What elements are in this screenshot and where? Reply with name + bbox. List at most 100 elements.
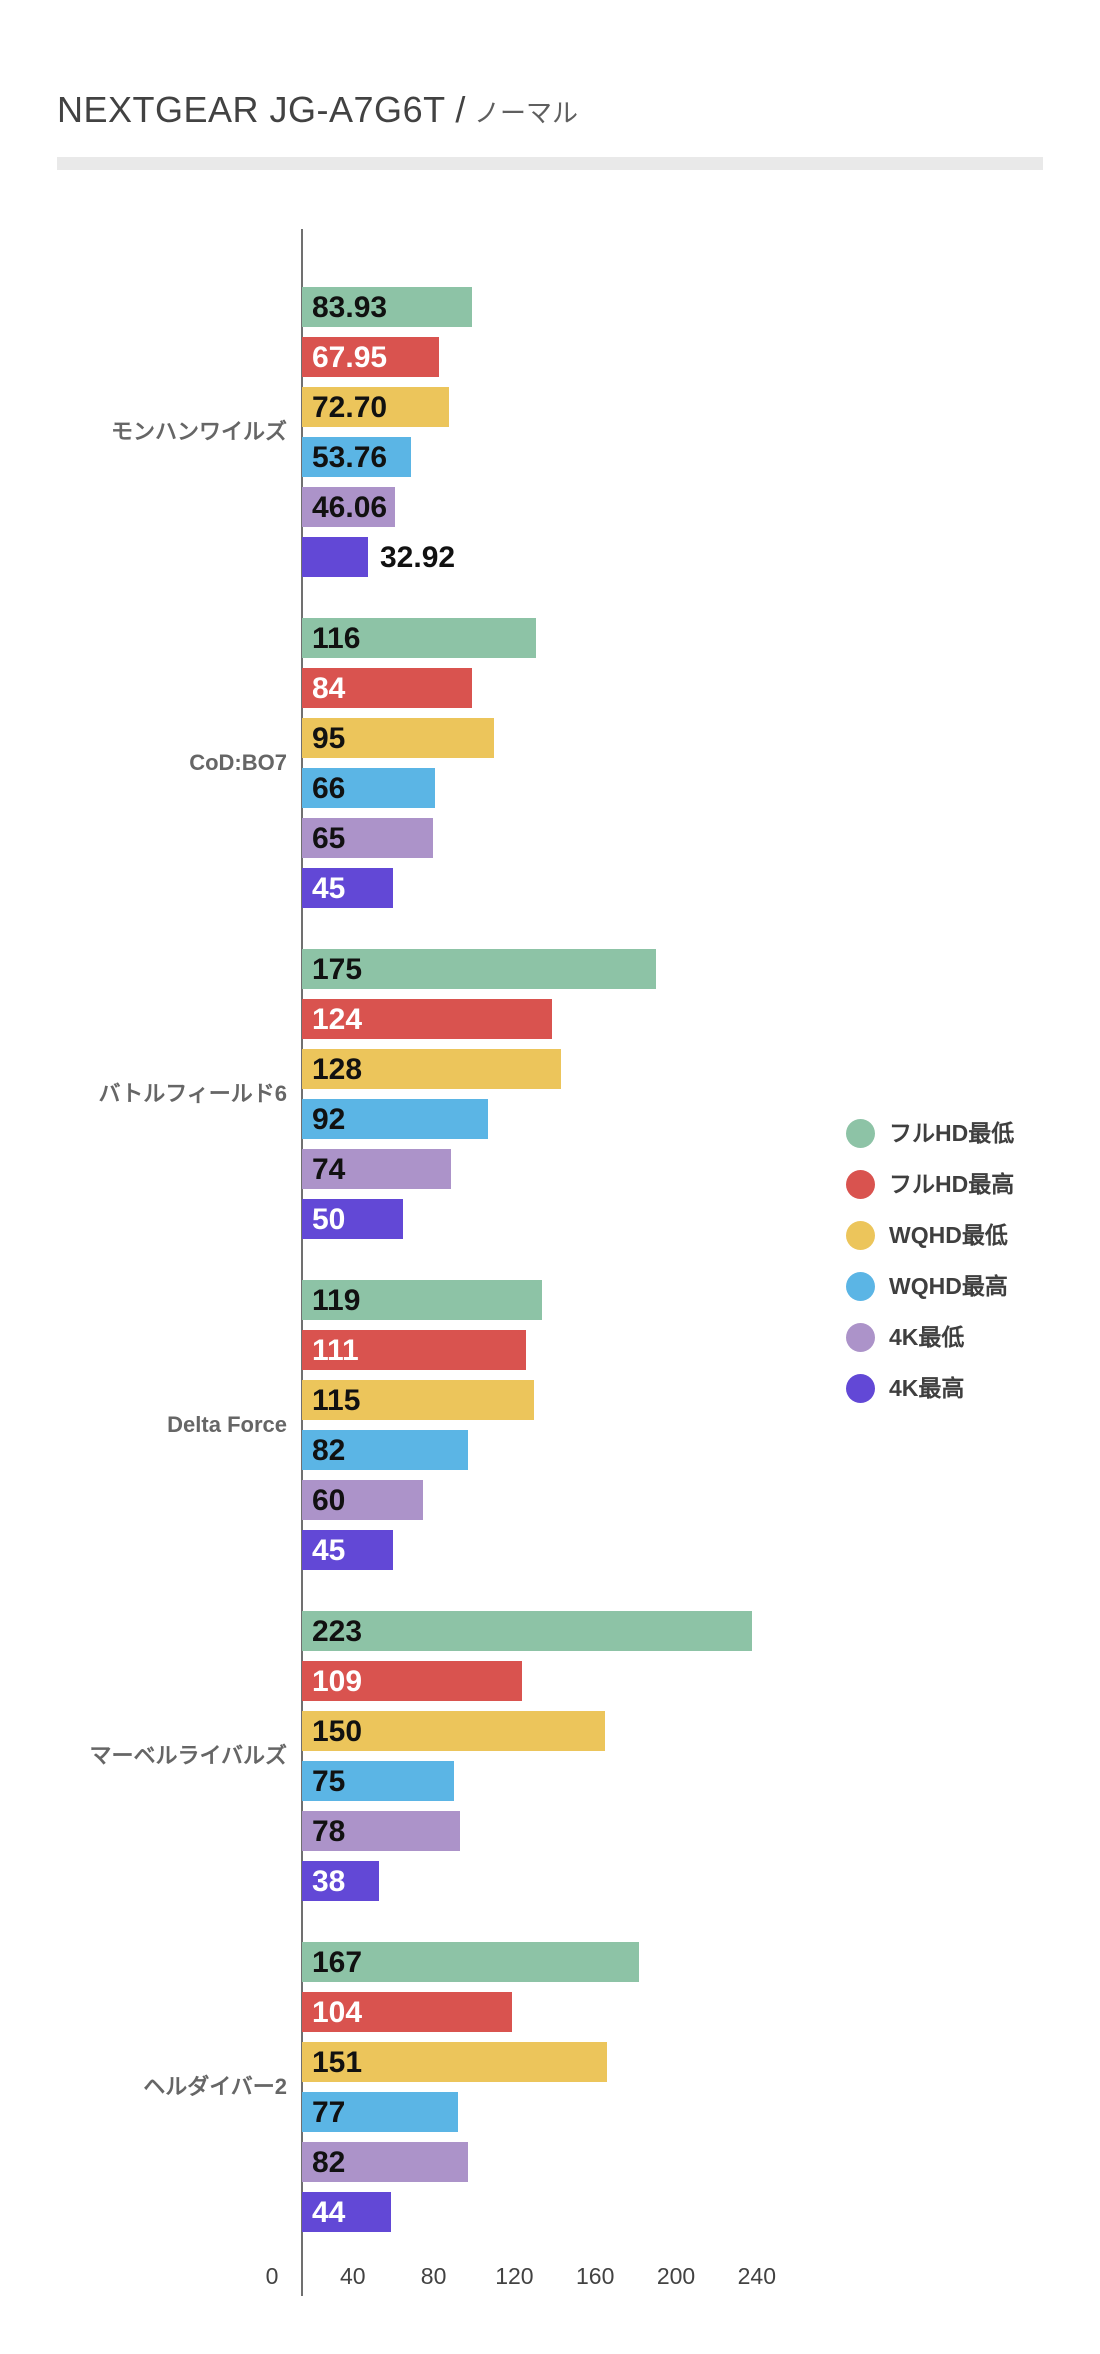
bar-value-label: 53.76 — [312, 441, 388, 474]
bar-segment — [302, 1049, 561, 1089]
bar-value-label: 150 — [312, 1715, 363, 1748]
bar-segment — [302, 618, 536, 658]
bar-value-label: 38 — [312, 1865, 346, 1898]
bar-segment — [302, 1330, 526, 1370]
bar-value-label: 77 — [312, 2096, 346, 2129]
bar-value-label: 119 — [312, 1284, 361, 1317]
bar-segment — [302, 1199, 403, 1239]
bar-value-label: 45 — [312, 1534, 346, 1567]
bar-segment — [302, 1861, 379, 1901]
bar-value-label: 151 — [312, 2046, 363, 2079]
category-label: マーベルライバルズ — [89, 1743, 287, 1768]
bar-segment — [302, 387, 449, 427]
bar-value-label: 72.70 — [312, 391, 388, 424]
bar-value-label: 78 — [312, 1815, 346, 1848]
bar-segment — [302, 1992, 512, 2032]
bar-segment — [302, 668, 472, 708]
bar-value-label: 167 — [312, 1946, 363, 1979]
category-label: モンハンワイルズ — [110, 419, 287, 444]
legend-item-label: 4K最高 — [889, 1375, 965, 1401]
legend-item-label: フルHD最高 — [889, 1171, 1015, 1197]
x-tick-label: 240 — [737, 2263, 776, 2289]
legend-swatch-icon — [846, 1272, 875, 1301]
bar-value-label: 109 — [312, 1665, 363, 1698]
x-tick-label: 160 — [576, 2263, 615, 2289]
legend-item-label: フルHD最低 — [889, 1120, 1015, 1146]
bar-segment — [302, 2092, 458, 2132]
bar-value-label: 95 — [312, 722, 346, 755]
bar-segment — [302, 437, 411, 477]
bar-segment — [302, 487, 395, 527]
page-title-main: NEXTGEAR JG-A7G6T / — [57, 89, 466, 130]
bar-segment — [302, 1761, 454, 1801]
bar-value-label: 46.06 — [312, 491, 388, 524]
bar-value-label: 111 — [312, 1334, 359, 1367]
bar-value-label: 75 — [312, 1765, 346, 1798]
bar-segment — [302, 768, 435, 808]
bar-segment — [302, 1611, 752, 1651]
bar-segment — [302, 1280, 542, 1320]
legend-swatch-icon — [846, 1221, 875, 1250]
bar-value-label: 66 — [312, 772, 346, 805]
legend-item-label: WQHD最低 — [889, 1222, 1008, 1248]
bar-segment — [302, 2042, 607, 2082]
x-tick-label: 0 — [265, 2263, 279, 2289]
legend-swatch-icon — [846, 1119, 875, 1148]
x-tick-label: 120 — [495, 2263, 534, 2289]
category-label: CoD:BO7 — [189, 750, 287, 775]
category-label: ヘルダイバー2 — [143, 2074, 287, 2099]
bar-value-label: 32.92 — [380, 541, 456, 574]
bar-segment — [302, 999, 552, 1039]
bar-value-label: 50 — [312, 1203, 346, 1236]
bar-segment — [302, 1149, 451, 1189]
bar-value-label: 124 — [312, 1003, 363, 1036]
x-tick-label: 40 — [340, 2263, 366, 2289]
bar-segment — [302, 868, 393, 908]
bar-value-label: 60 — [312, 1484, 346, 1517]
bar-value-label: 116 — [312, 622, 361, 655]
bar-value-label: 45 — [312, 872, 346, 905]
bar-value-label: 175 — [312, 953, 363, 986]
category-label: バトルフィールド6 — [98, 1081, 287, 1106]
bar-value-label: 82 — [312, 1434, 346, 1467]
title-divider — [57, 157, 1043, 170]
legend-item-label: 4K最低 — [889, 1324, 965, 1350]
legend-item-label: WQHD最高 — [889, 1273, 1008, 1299]
bar-segment — [302, 1711, 605, 1751]
bar-value-label: 74 — [312, 1153, 346, 1186]
bar-segment — [302, 337, 439, 377]
bar-value-label: 83.93 — [312, 291, 388, 324]
bar-value-label: 128 — [312, 1053, 363, 1086]
bar-segment — [302, 1942, 639, 1982]
bar-value-label: 65 — [312, 822, 346, 855]
bar-value-label: 104 — [312, 1996, 363, 2029]
bar-value-label: 82 — [312, 2146, 346, 2179]
bar-value-label: 44 — [312, 2196, 346, 2229]
bar-segment — [302, 537, 368, 577]
category-label: Delta Force — [167, 1412, 287, 1437]
legend-swatch-icon — [846, 1323, 875, 1352]
page-title-sub: ノーマル — [473, 98, 578, 128]
bar-segment — [302, 1811, 460, 1851]
bar-segment — [302, 1380, 534, 1420]
bar-value-label: 115 — [312, 1384, 361, 1417]
legend-swatch-icon — [846, 1170, 875, 1199]
bar-value-label: 92 — [312, 1103, 346, 1136]
legend-swatch-icon — [846, 1374, 875, 1403]
y-axis-line — [301, 229, 303, 2296]
bar-segment — [302, 1099, 488, 1139]
bar-segment — [302, 287, 472, 327]
bar-segment — [302, 1661, 522, 1701]
bar-segment — [302, 1530, 393, 1570]
bar-segment — [302, 1430, 468, 1470]
bar-value-label: 67.95 — [312, 341, 388, 374]
bar-segment — [302, 949, 656, 989]
page-title: NEXTGEAR JG-A7G6T / ノーマル — [57, 88, 578, 140]
bar-segment — [302, 718, 494, 758]
bar-segment — [302, 2192, 391, 2232]
bar-value-label: 84 — [312, 672, 346, 705]
x-tick-label: 200 — [656, 2263, 696, 2289]
bar-segment — [302, 2142, 468, 2182]
bar-value-label: 223 — [312, 1615, 363, 1648]
